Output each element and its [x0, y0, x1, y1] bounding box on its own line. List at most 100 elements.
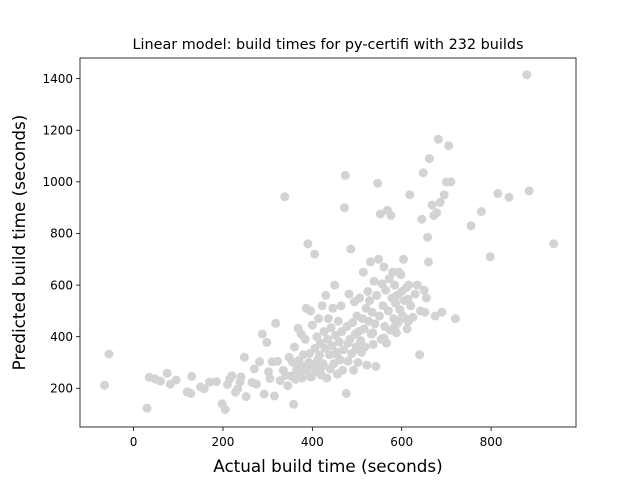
data-point: [485, 252, 495, 262]
data-point: [432, 208, 442, 218]
data-points: [100, 70, 559, 414]
data-point: [315, 350, 324, 360]
data-point: [319, 327, 329, 336]
data-point: [406, 301, 416, 311]
data-point: [444, 141, 454, 151]
data-point: [336, 301, 346, 311]
data-point: [332, 350, 342, 360]
data-point: [155, 376, 165, 386]
data-point: [405, 190, 415, 200]
data-point: [252, 379, 261, 389]
data-point: [365, 296, 375, 306]
data-point: [320, 343, 330, 353]
data-point: [346, 244, 356, 254]
data-point: [403, 316, 413, 326]
data-point: [220, 405, 230, 414]
data-point: [417, 214, 427, 224]
data-point: [419, 285, 429, 295]
data-point: [262, 337, 272, 347]
data-point: [366, 257, 375, 267]
data-point: [368, 328, 378, 338]
x-tick-label: 400: [301, 435, 324, 449]
data-point: [368, 339, 378, 349]
data-point: [399, 254, 408, 264]
data-point: [236, 372, 246, 382]
data-point: [162, 368, 172, 378]
data-point: [410, 289, 420, 299]
plot-frame: [79, 57, 577, 428]
data-point: [265, 374, 275, 383]
data-point: [418, 168, 428, 178]
data-point: [524, 186, 534, 196]
y-tick-label: 400: [50, 330, 73, 344]
data-point: [359, 324, 369, 334]
data-point: [446, 177, 456, 187]
data-point: [100, 380, 110, 390]
data-point: [307, 320, 317, 330]
data-point: [427, 200, 437, 210]
data-point: [241, 392, 251, 402]
data-point: [227, 371, 237, 381]
y-tick-label: 1000: [42, 175, 73, 189]
data-point: [289, 399, 299, 409]
data-point: [347, 349, 357, 358]
chart-title: Linear model: build times for py-certifi…: [132, 37, 523, 53]
data-point: [314, 314, 324, 324]
data-point: [412, 280, 422, 290]
data-point: [304, 361, 314, 371]
data-point: [271, 318, 281, 328]
x-axis-label: Actual build time (seconds): [213, 456, 442, 476]
y-axis-label: Predicted build time (seconds): [9, 115, 29, 371]
data-point: [437, 307, 447, 317]
data-point: [355, 293, 365, 303]
data-point: [370, 319, 380, 329]
data-point: [297, 373, 307, 383]
data-point: [333, 316, 343, 326]
data-point: [493, 189, 503, 198]
data-point: [424, 257, 433, 267]
data-point: [334, 337, 344, 347]
data-point: [330, 280, 340, 290]
data-point: [439, 190, 449, 200]
data-point: [340, 203, 349, 213]
data-point: [435, 198, 445, 207]
data-point: [239, 352, 249, 362]
x-tick-label: 800: [480, 435, 503, 449]
data-point: [324, 350, 334, 360]
data-point: [310, 249, 320, 259]
data-point: [433, 134, 443, 144]
y-tick-label: 800: [50, 227, 73, 241]
data-point: [466, 221, 476, 231]
data-point: [269, 391, 279, 401]
x-tick-label: 200: [212, 435, 235, 449]
data-point: [391, 298, 400, 308]
y-tick-label: 200: [50, 381, 73, 395]
y-tick-label: 1400: [42, 72, 73, 86]
data-point: [339, 345, 349, 355]
data-point: [424, 154, 434, 164]
data-point: [328, 303, 338, 313]
data-point: [273, 356, 282, 366]
data-point: [249, 364, 259, 374]
data-point: [420, 307, 430, 317]
x-tick-label: 600: [390, 435, 413, 449]
data-point: [362, 360, 372, 370]
data-point: [379, 333, 389, 343]
data-point: [341, 389, 351, 398]
data-point: [421, 293, 431, 303]
data-point: [396, 270, 406, 280]
data-point: [326, 323, 336, 333]
data-point: [476, 207, 486, 216]
data-point: [205, 377, 215, 387]
data-point: [300, 334, 310, 344]
data-point: [303, 239, 313, 249]
data-point: [316, 363, 326, 373]
data-point: [390, 321, 400, 331]
data-point: [402, 324, 412, 334]
data-point: [522, 70, 532, 80]
data-point: [305, 372, 315, 382]
data-point: [373, 178, 383, 188]
data-point: [404, 280, 414, 290]
data-point: [348, 318, 358, 327]
